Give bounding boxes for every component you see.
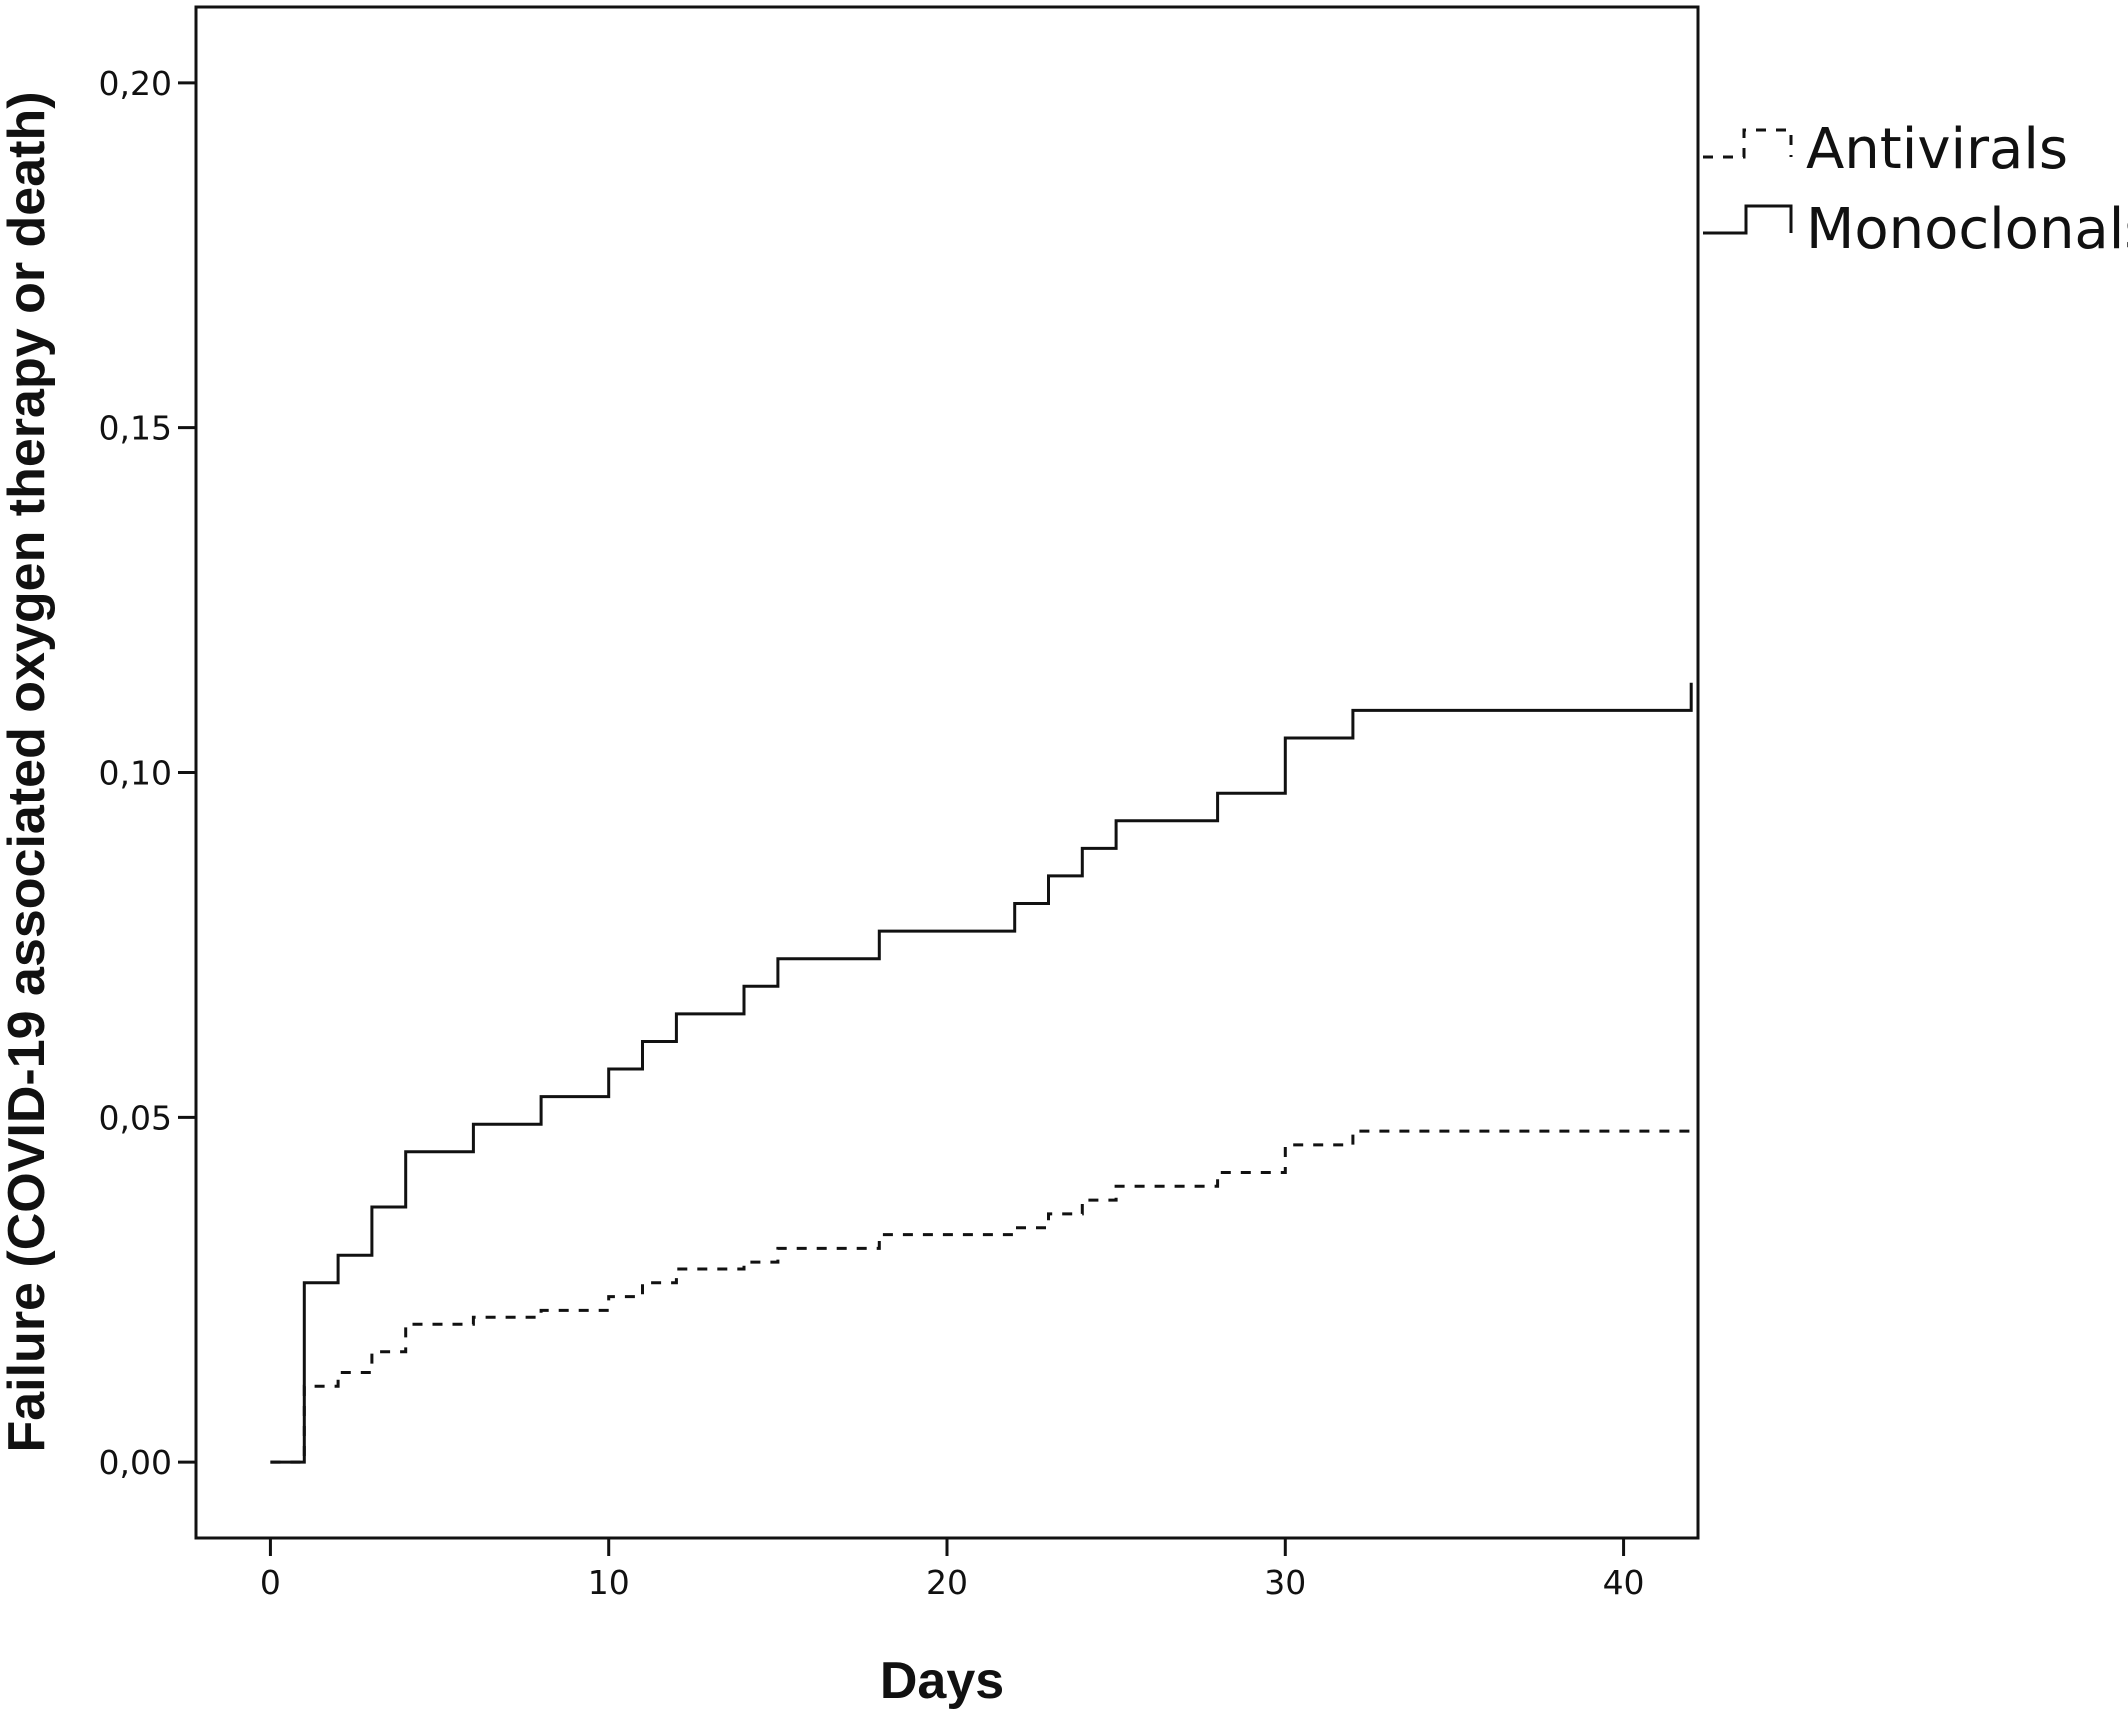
legend-item-monoclonals: Monoclonals <box>1703 197 2128 262</box>
x-tick-label: 40 <box>1603 1563 1645 1602</box>
x-tick-label: 30 <box>1264 1563 1306 1602</box>
legend-item-antivirals: Antivirals <box>1703 117 2068 182</box>
y-axis-title: Failure (COVID-19 associated oxygen ther… <box>0 91 56 1452</box>
y-tick-label: 0,15 <box>99 409 172 448</box>
legend-label-monoclonals: Monoclonals <box>1806 197 2128 262</box>
x-tick-label: 20 <box>926 1563 968 1602</box>
y-tick-label: 0,05 <box>99 1098 172 1137</box>
legend-swatch-monoclonals <box>1703 204 1793 235</box>
x-tick-label: 10 <box>588 1563 630 1602</box>
y-tick-label: 0,00 <box>99 1443 172 1482</box>
y-tick-label: 0,20 <box>99 64 172 103</box>
series-line-antivirals <box>270 1124 1693 1464</box>
legend: Antivirals Monoclonals <box>1703 117 2128 262</box>
x-axis-title: Days <box>880 1652 1004 1710</box>
legend-swatch-antivirals <box>1703 128 1793 159</box>
x-tick-label: 0 <box>260 1563 281 1602</box>
series-line-monoclonals <box>270 682 1693 1464</box>
y-tick-label: 0,10 <box>99 754 172 793</box>
plot-frame <box>194 5 1700 1540</box>
legend-label-antivirals: Antivirals <box>1806 117 2068 182</box>
